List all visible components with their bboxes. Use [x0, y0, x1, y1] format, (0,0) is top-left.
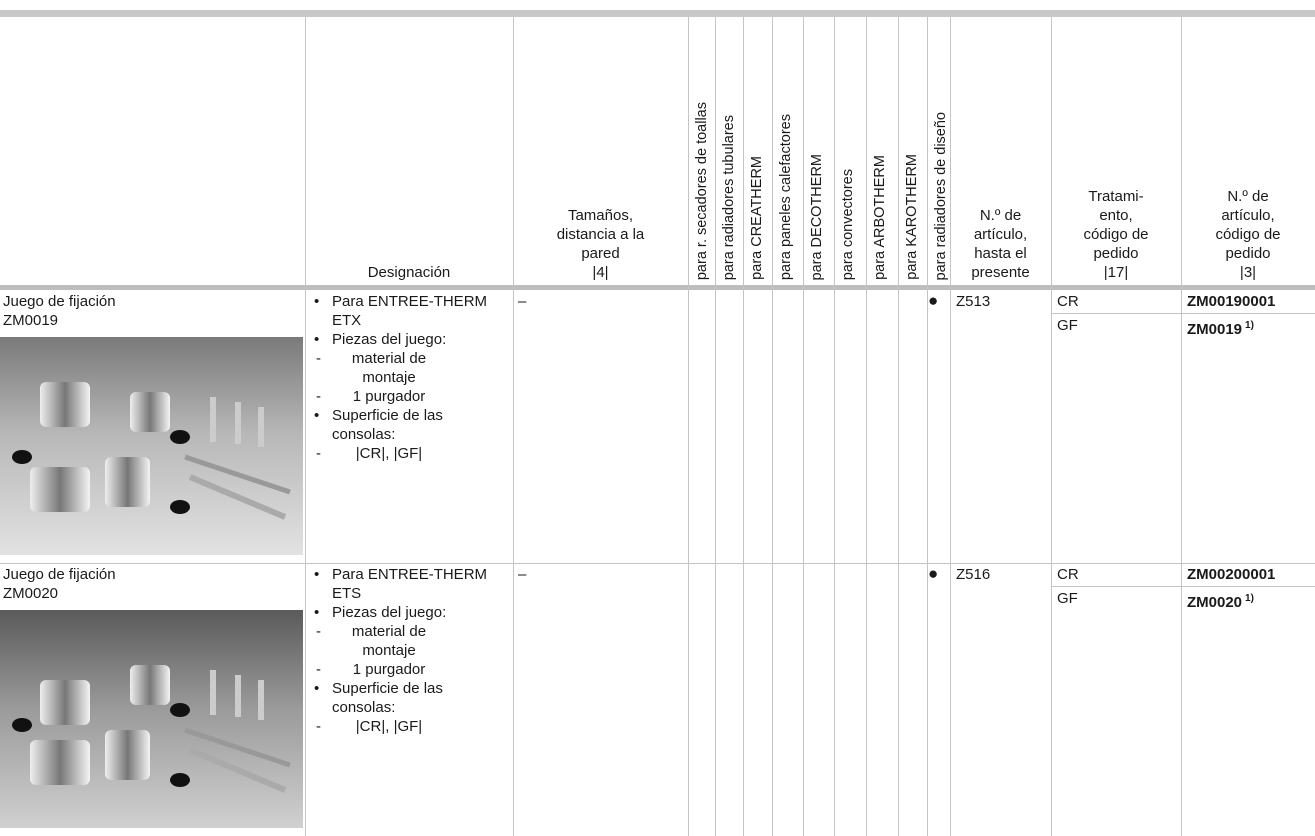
photo-drawing [12, 665, 291, 793]
variant-rule [1051, 313, 1315, 314]
column-line [772, 17, 773, 836]
header-cell: N.º de artículo, código de pedido |3| [1181, 20, 1315, 282]
rotated-header: para ARBOTHERM [872, 155, 888, 280]
column-line [803, 17, 804, 836]
product-photo [0, 337, 303, 555]
article-number: ZM00190001 [1187, 293, 1276, 310]
header-text: ento, [1099, 207, 1133, 224]
header-text: |3| [1239, 264, 1257, 281]
rotated-header: para r. secadores de toallas [694, 101, 710, 280]
product-name: Juego de fijación [3, 293, 116, 310]
column-line [1051, 17, 1052, 836]
sub-item: |CR|, |GF| [312, 444, 444, 463]
header-text: pedido [1093, 245, 1139, 262]
treatment: CR [1057, 293, 1079, 310]
article: ZM00190001 [1187, 292, 1275, 311]
sub-item: 1 purgador [312, 660, 444, 679]
header-text: artículo, [1221, 207, 1275, 224]
previous-number: Z513 [956, 293, 991, 310]
header-cell: Tamaños, distancia a la pared |4| [513, 20, 688, 282]
column-line [513, 17, 514, 836]
header-text: pared [581, 245, 620, 262]
header-text: Tratami- [1088, 188, 1144, 205]
article: ZM0019 1) [1187, 316, 1254, 339]
rotated-header: para radiadores tubulares [721, 114, 737, 280]
header-text: artículo, [973, 226, 1028, 243]
size: – [518, 566, 527, 583]
rotated-header: para CREATHERM [749, 156, 765, 280]
header-text: N.º de [1227, 188, 1269, 205]
footnote: 1) [1245, 593, 1254, 604]
column-line [715, 17, 716, 836]
mark: ● [928, 564, 939, 583]
rotated-header: para DECOTHERM [809, 153, 825, 281]
bullet-item: Superficie de las consolas: [312, 406, 492, 444]
product-code: ZM0020 [3, 585, 59, 602]
column-line [866, 17, 867, 836]
previous-number: Z516 [956, 566, 991, 583]
product-photo [0, 610, 303, 828]
bullet-item: Superficie de las consolas: [312, 679, 492, 717]
header-text: N.º de [979, 207, 1022, 224]
rotated-header: para radiadores de diseño [933, 111, 949, 280]
header-rule [0, 285, 1315, 290]
header-cell: Designación [305, 20, 513, 282]
header-text: código de [1215, 226, 1281, 243]
bullet-item: Piezas del juego: [312, 330, 492, 349]
article: ZM0020 1) [1187, 589, 1254, 612]
treatment: CR [1057, 566, 1079, 583]
column-line [834, 17, 835, 836]
article: ZM00200001 [1187, 565, 1275, 584]
bullet-item: Piezas del juego: [312, 603, 492, 622]
article-number: ZM00200001 [1187, 566, 1276, 583]
photo-drawing [12, 382, 291, 520]
footnote: 1) [1245, 320, 1254, 331]
mark: ● [928, 291, 939, 310]
treatment: GF [1057, 590, 1078, 607]
column-line [743, 17, 744, 836]
column-line [950, 17, 951, 836]
column-line [1181, 17, 1182, 836]
header-text: pedido [1225, 245, 1271, 262]
column-line [898, 17, 899, 836]
header-text: |4| [592, 264, 609, 281]
column-line [305, 17, 306, 836]
sub-item: 1 purgador [312, 387, 444, 406]
header-text: distancia a la [556, 226, 645, 243]
size: – [518, 293, 527, 310]
treatment: GF [1057, 317, 1078, 334]
header-cell: Tratami-ento, código de pedido |17| [1051, 20, 1181, 282]
header-text: presente [971, 264, 1030, 281]
column-line [688, 17, 689, 836]
sub-item: material de montaje [312, 622, 444, 660]
article-number: ZM0019 [1187, 321, 1243, 338]
rotated-header: para paneles calefactores [778, 113, 794, 280]
bullet-item: Para ENTREE-THERM ETS [312, 565, 492, 603]
header-text: hasta el [974, 245, 1027, 262]
row-rule [0, 563, 1315, 564]
rotated-header: para convectores [840, 168, 856, 280]
bullet-item: Para ENTREE-THERM ETX [312, 292, 492, 330]
article-number: ZM0020 [1187, 594, 1243, 611]
designation: Para ENTREE-THERM ETXPiezas del juego:ma… [312, 292, 492, 463]
header-text: |17| [1103, 264, 1129, 281]
sub-item: material de montaje [312, 349, 444, 387]
variant-rule [1051, 586, 1315, 587]
product-name: Juego de fijación [3, 566, 116, 583]
header-cell: N.º de artículo, hasta el presente [950, 20, 1051, 282]
header-text: código de [1083, 226, 1149, 243]
sub-item: |CR|, |GF| [312, 717, 444, 736]
column-line [927, 17, 928, 836]
product-code: ZM0019 [3, 312, 59, 329]
header-text: Designación [367, 264, 451, 281]
rotated-header: para KAROTHERM [904, 154, 920, 280]
designation: Para ENTREE-THERM ETSPiezas del juego:ma… [312, 565, 492, 736]
top-rule [0, 10, 1315, 17]
header-text: Tamaños, [567, 207, 634, 224]
